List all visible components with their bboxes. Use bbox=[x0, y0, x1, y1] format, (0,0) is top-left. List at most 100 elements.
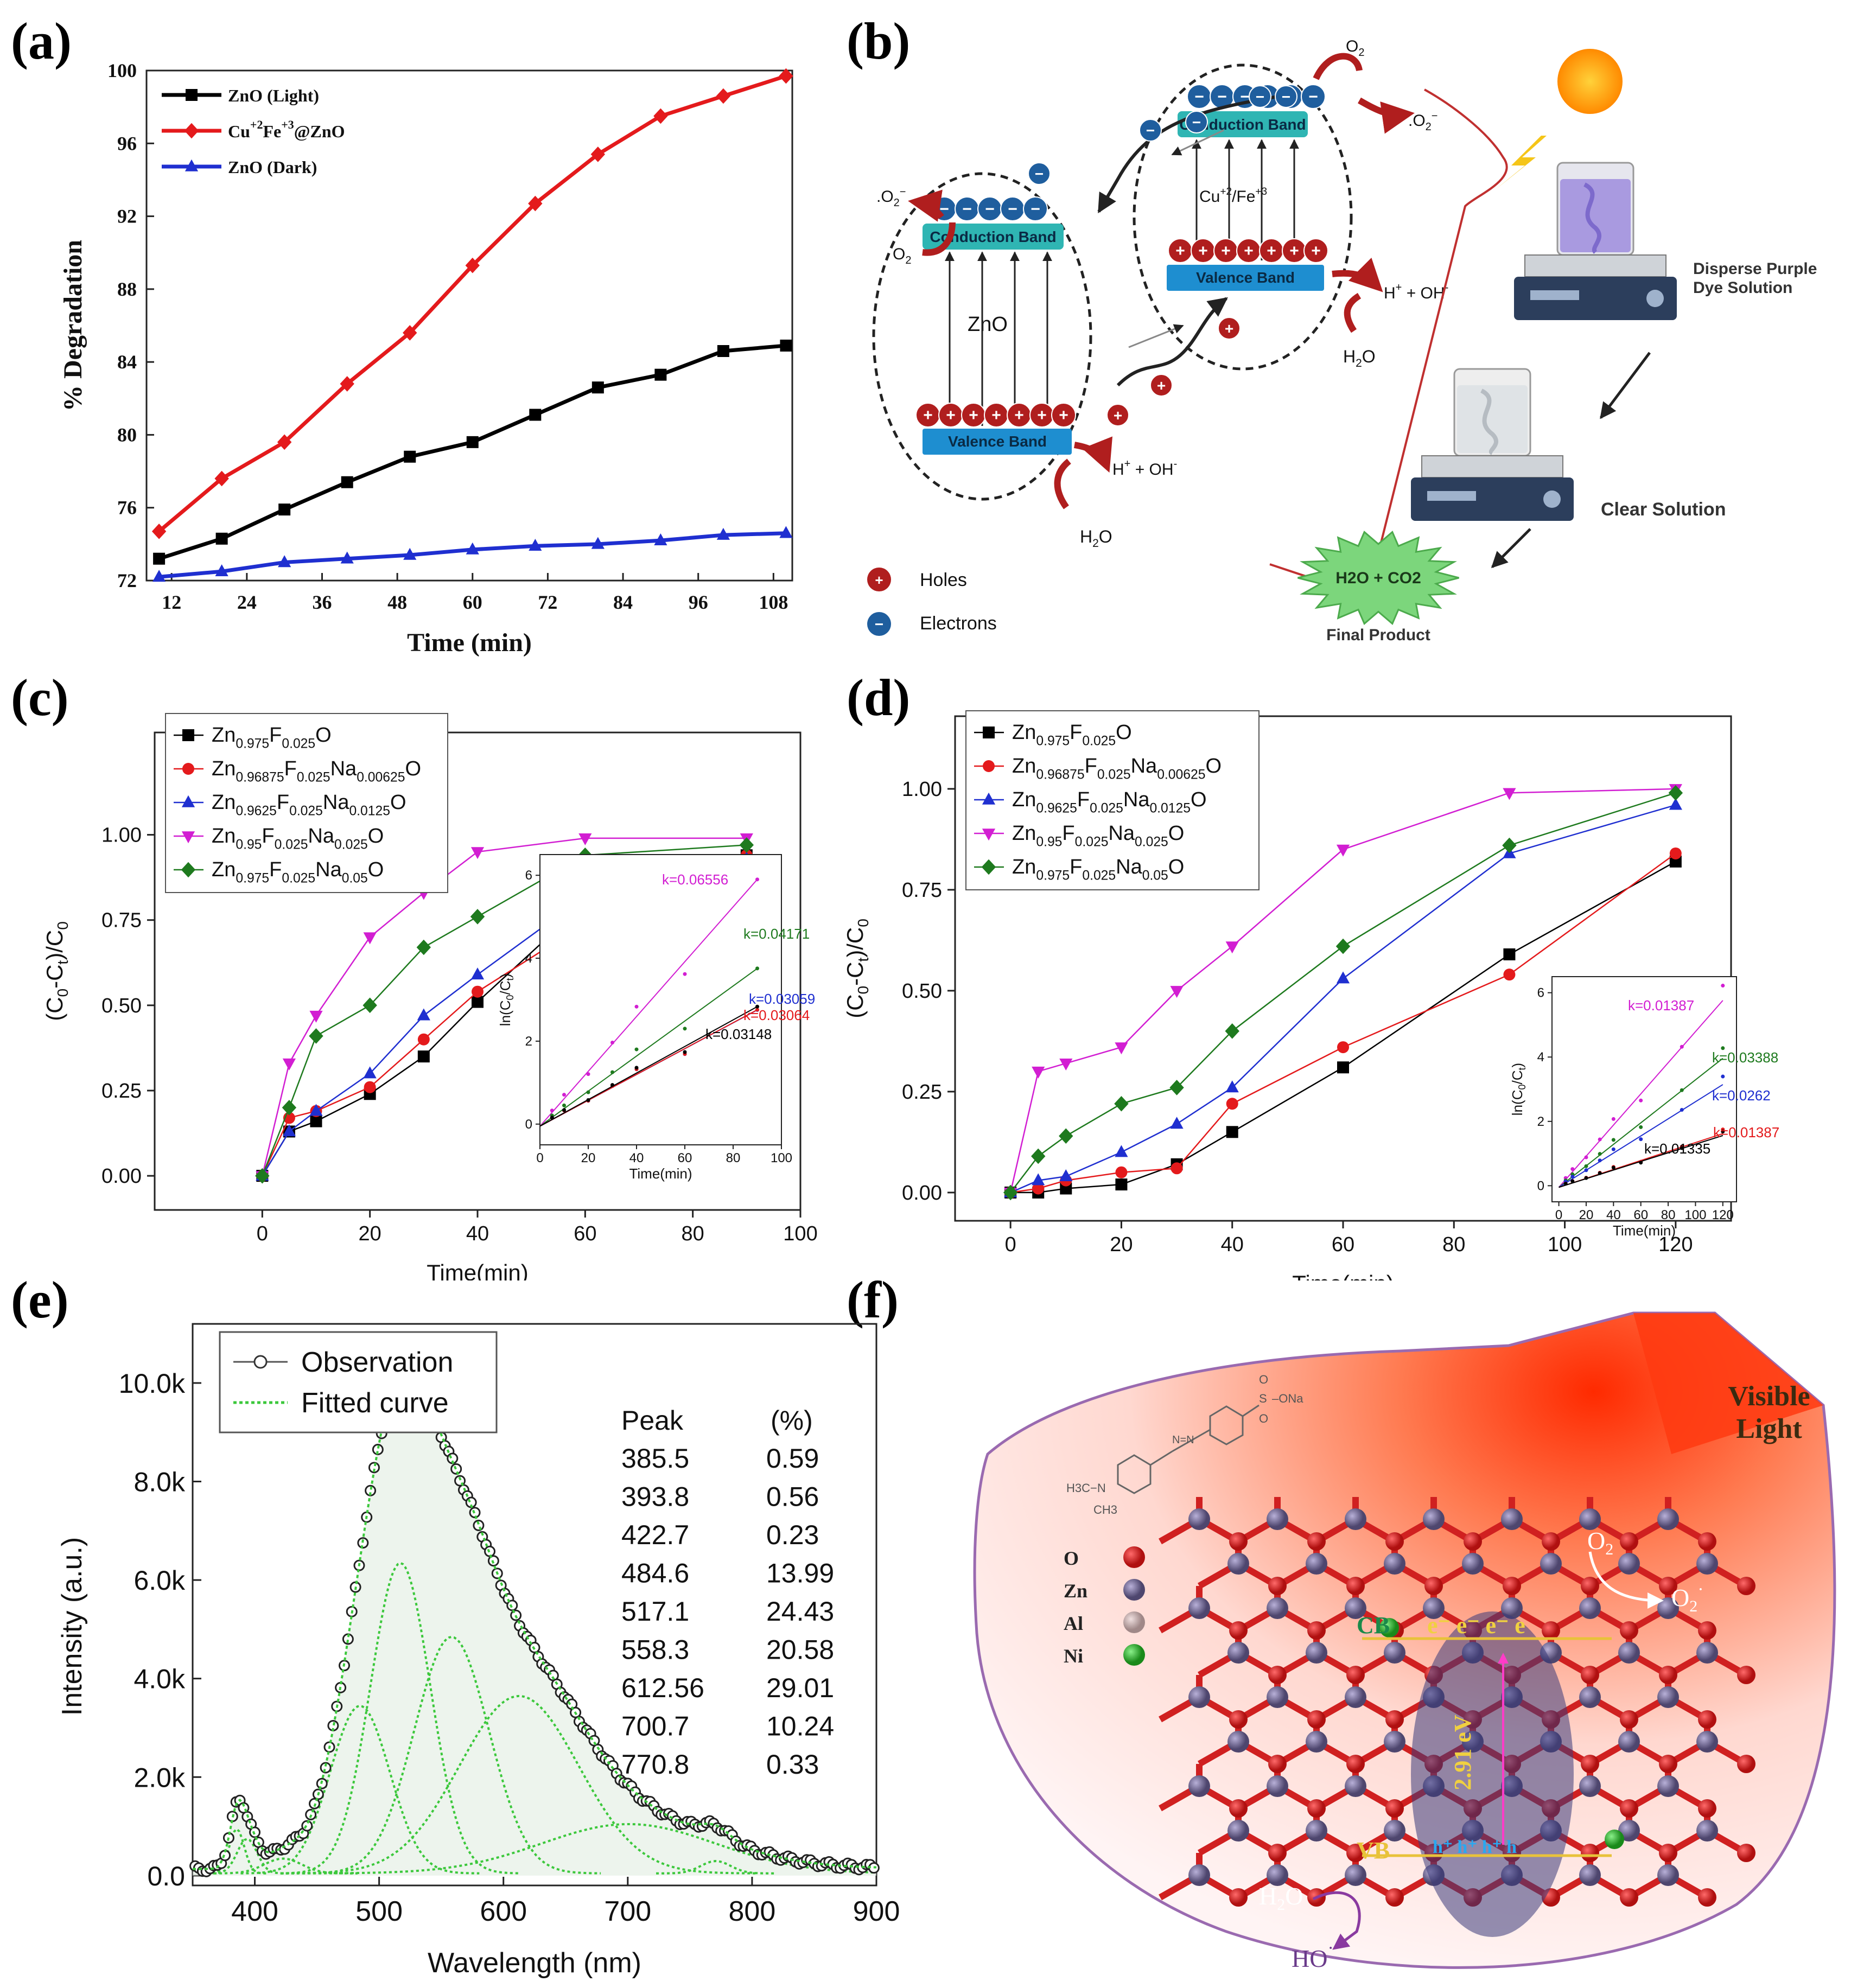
data-point bbox=[472, 985, 484, 998]
inset-point bbox=[610, 1040, 614, 1044]
electron-icon bbox=[1185, 111, 1208, 133]
hole-sign: + bbox=[1157, 377, 1166, 394]
data-point bbox=[1337, 1061, 1349, 1074]
legend-label: ZnO (Light) bbox=[228, 86, 319, 105]
peak-table-percent: 0.23 bbox=[766, 1520, 819, 1550]
data-point bbox=[591, 537, 605, 549]
atom-legend-marker-zn bbox=[1123, 1579, 1145, 1601]
inset-point bbox=[634, 1066, 639, 1070]
zn-atom bbox=[1188, 1775, 1210, 1797]
y-tick-label: 8.0k bbox=[133, 1467, 186, 1498]
inset-k-label: k=0.01335 bbox=[1644, 1140, 1710, 1157]
data-point bbox=[1336, 971, 1350, 984]
visible-light-label-2: Light bbox=[1736, 1413, 1802, 1444]
inset-point bbox=[1598, 1152, 1602, 1156]
y-tick-label: 80 bbox=[117, 424, 137, 445]
o-atom bbox=[1268, 1577, 1287, 1595]
legend-label: Zn0.95F0.025Na0.025O bbox=[1012, 822, 1184, 849]
peak-table-header-percent: (%) bbox=[771, 1405, 813, 1436]
data-point bbox=[716, 527, 730, 540]
hole-icon bbox=[1051, 403, 1076, 428]
y-tick-label: 1.00 bbox=[902, 778, 942, 801]
o-atom bbox=[1229, 1710, 1248, 1729]
light-source-shape bbox=[1633, 1313, 1823, 1454]
inset-x-label: Time(min) bbox=[1613, 1222, 1676, 1239]
atom-legend-label: Ni bbox=[1064, 1645, 1083, 1667]
peak-table-percent: 20.58 bbox=[766, 1635, 834, 1665]
y-tick-label: 0.75 bbox=[902, 879, 942, 902]
doped-ellipse bbox=[1133, 63, 1353, 371]
zn-atom bbox=[1696, 1820, 1718, 1842]
x-tick-label: 36 bbox=[312, 591, 332, 613]
inset-point bbox=[683, 1027, 687, 1031]
observation-point bbox=[368, 1462, 380, 1474]
sun-icon bbox=[1557, 49, 1623, 114]
zn-atom bbox=[1423, 1597, 1445, 1619]
water-curve-doped bbox=[1344, 292, 1362, 333]
legend-marker bbox=[181, 795, 195, 807]
inset-y-tick-label: 6 bbox=[525, 868, 532, 883]
legend-hole-icon bbox=[867, 568, 891, 591]
inset-k-label: k=0.01387 bbox=[1628, 997, 1694, 1014]
series-line bbox=[157, 74, 787, 533]
inset-point bbox=[1598, 1137, 1602, 1142]
y-tick-label: 72 bbox=[117, 570, 137, 591]
inset-point bbox=[586, 1090, 590, 1094]
water-arrow-zno bbox=[1073, 436, 1112, 473]
zn-atom bbox=[1657, 1686, 1679, 1708]
o-atom bbox=[1659, 1666, 1677, 1684]
data-point bbox=[1502, 837, 1517, 853]
y-axis-label: (C0-Ct)/C0 bbox=[847, 919, 872, 1018]
zn-atom bbox=[1501, 1597, 1523, 1619]
stirrer-beaker-clear-icon bbox=[1411, 368, 1574, 521]
legend-label: Zn0.975F0.025Na0.05O bbox=[1012, 856, 1184, 883]
o-atom bbox=[1698, 1710, 1716, 1729]
data-point bbox=[362, 997, 377, 1014]
data-point bbox=[417, 1008, 430, 1021]
zn-atom bbox=[1657, 1775, 1679, 1797]
inset-point bbox=[634, 1047, 639, 1052]
hole-sign: + bbox=[1267, 242, 1276, 260]
o2-radical-label: O2· bbox=[1671, 1579, 1704, 1615]
o-atom bbox=[1307, 1710, 1326, 1729]
x-tick-label: 600 bbox=[480, 1896, 527, 1927]
h-oh-label-zno: H+ + OH- bbox=[1112, 458, 1177, 479]
o-atom bbox=[1659, 1755, 1677, 1773]
inset-point bbox=[610, 1070, 614, 1074]
inset-y-label: ln(C0/Ct) bbox=[497, 973, 516, 1026]
series-2 bbox=[1004, 798, 1682, 1197]
zn-atom bbox=[1384, 1820, 1405, 1842]
zn-atom bbox=[1345, 1597, 1366, 1619]
data-point bbox=[364, 1081, 376, 1093]
y-axis-label: % Degradation bbox=[59, 240, 87, 411]
dye-amine-label: H3C−N bbox=[1066, 1481, 1106, 1495]
o2-top-label: O2 bbox=[1346, 37, 1364, 59]
inset-y-tick-label: 4 bbox=[1537, 1050, 1544, 1065]
inset-point bbox=[1639, 1161, 1643, 1165]
zn-atom bbox=[1267, 1597, 1288, 1619]
panel-label-d: (d) bbox=[847, 668, 911, 727]
o-atom bbox=[1268, 1666, 1287, 1684]
y-tick-label: 1.00 bbox=[101, 824, 142, 847]
peak-table-percent: 10.24 bbox=[766, 1711, 834, 1742]
data-point bbox=[654, 368, 667, 381]
hole-sign: + bbox=[991, 406, 1001, 424]
data-point bbox=[470, 967, 485, 980]
o2-reaction-curve-top bbox=[1313, 53, 1363, 80]
inset: 0 20 40 60 80 100 0 2 4 6 Time(min) ln(C0/Ct) k=0.06… bbox=[497, 854, 815, 1182]
series-2: ZnO (Dark) bbox=[152, 157, 793, 582]
y-tick-label: 0.00 bbox=[101, 1165, 142, 1188]
inset-fit-line bbox=[539, 879, 758, 1127]
o-atom bbox=[1268, 1755, 1287, 1773]
inset-point bbox=[550, 1108, 554, 1113]
inset-point bbox=[1570, 1179, 1575, 1183]
fitted-peak-5 bbox=[302, 1635, 601, 1875]
zn-atom bbox=[1618, 1642, 1640, 1664]
inset-point bbox=[1563, 1182, 1568, 1186]
legend-marker bbox=[981, 859, 996, 875]
zn-atom bbox=[1345, 1775, 1366, 1797]
data-point bbox=[529, 409, 542, 421]
zno-conduction-band bbox=[923, 224, 1064, 250]
o-atom bbox=[1737, 1844, 1755, 1862]
inset-point bbox=[1570, 1175, 1575, 1179]
